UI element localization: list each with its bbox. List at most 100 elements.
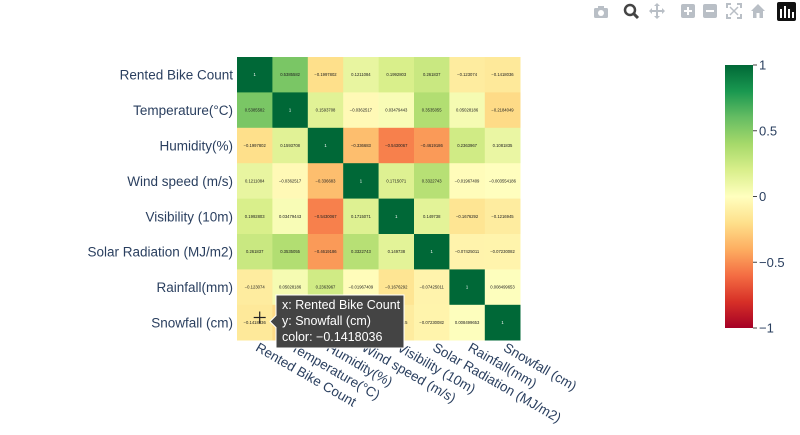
- heatmap-cell[interactable]: [484, 198, 521, 235]
- heatmap-cell[interactable]: [449, 234, 486, 270]
- heatmap-cell[interactable]: [272, 57, 309, 93]
- heatmap-cell[interactable]: [449, 198, 486, 235]
- heatmap-cell[interactable]: [237, 269, 273, 306]
- zoom-in-icon[interactable]: [681, 4, 695, 18]
- heatmap-cell[interactable]: [449, 269, 486, 306]
- heatmap-cell[interactable]: [237, 92, 273, 129]
- heatmap-cell[interactable]: [378, 57, 415, 93]
- cell-value-label: 0.3322743: [351, 249, 371, 254]
- cell-value-label: 0.05028186: [456, 108, 479, 113]
- heatmap-cell[interactable]: [272, 92, 309, 129]
- hover-tooltip-line: color: −0.1418036: [282, 330, 382, 344]
- heatmap-cell[interactable]: [414, 57, 450, 93]
- pan-icon[interactable]: [649, 3, 665, 19]
- y-tick-label: Wind speed (m/s): [127, 174, 233, 189]
- heatmap-cell[interactable]: [484, 127, 521, 164]
- autoscale-icon[interactable]: [726, 3, 742, 19]
- heatmap-cell[interactable]: [343, 92, 379, 129]
- heatmap-cell[interactable]: [272, 234, 309, 270]
- heatmap-cell[interactable]: [307, 163, 344, 199]
- heatmap-cell[interactable]: [414, 269, 450, 306]
- cell-value-label: −0.1418036: [244, 320, 267, 325]
- heatmap-cell[interactable]: [378, 92, 415, 129]
- cell-value-label: −0.0362517: [350, 108, 373, 113]
- heatmap-cell[interactable]: [414, 198, 450, 235]
- zoom-icon[interactable]: [623, 3, 640, 20]
- heatmap-cell[interactable]: [237, 304, 273, 341]
- cell-value-label: −0.1676292: [385, 285, 408, 290]
- zoom-out-icon[interactable]: [703, 4, 717, 18]
- cell-value-label: 1: [254, 72, 257, 77]
- heatmap-cell[interactable]: [378, 127, 415, 164]
- home-icon[interactable]: [751, 4, 765, 18]
- heatmap-cell[interactable]: [307, 198, 344, 235]
- heatmap-cell[interactable]: [307, 127, 344, 164]
- cell-value-label: 0.1211084: [245, 178, 265, 183]
- cell-value-label: −0.01967409: [349, 285, 374, 290]
- heatmap-cell[interactable]: [307, 57, 344, 93]
- cell-value-label: 0.1992803: [245, 214, 265, 219]
- heatmap-cell[interactable]: [449, 304, 486, 341]
- cell-value-label: −0.5430067: [385, 143, 408, 148]
- hover-tooltip-line: x: Rented Bike Count: [282, 298, 401, 312]
- heatmap-cell[interactable]: [343, 234, 379, 270]
- heatmap-cell[interactable]: [484, 163, 521, 199]
- colorbar-tick-label: 0.5: [759, 123, 777, 138]
- heatmap-cell[interactable]: [237, 57, 273, 93]
- heatmap-cell[interactable]: [343, 57, 379, 93]
- cell-value-label: 0.1715071: [386, 178, 406, 183]
- heatmap-cell[interactable]: [484, 269, 521, 306]
- heatmap-cell[interactable]: [414, 304, 450, 341]
- camera-icon[interactable]: [594, 6, 608, 18]
- cell-value-label: 0.2363967: [457, 143, 477, 148]
- cell-value-label: 1: [324, 143, 327, 148]
- colorbar-tick-label: −0.5: [759, 255, 785, 270]
- heatmap-cell[interactable]: [237, 234, 273, 270]
- heatmap-cell[interactable]: [449, 57, 486, 93]
- cell-value-label: −0.1676292: [456, 214, 479, 219]
- cell-value-label: −0.5430067: [314, 214, 337, 219]
- heatmap-cell[interactable]: [449, 127, 486, 164]
- heatmap-cell[interactable]: [307, 92, 344, 129]
- heatmap-cell[interactable]: [237, 163, 273, 199]
- cell-value-label: −0.01967409: [455, 178, 480, 183]
- cell-value-label: 0.1081835: [493, 143, 513, 148]
- heatmap-cell[interactable]: [449, 92, 486, 129]
- heatmap-cell[interactable]: [414, 92, 450, 129]
- y-tick-label: Rainfall(mm): [156, 280, 233, 295]
- colorbar: 1 0.5 0 −0.5 −1: [725, 58, 785, 336]
- y-axis-tick-labels: Rented Bike Count Temperature(°C) Humidity…: [87, 68, 233, 331]
- heatmap-cell[interactable]: [237, 127, 273, 164]
- heatmap-cell[interactable]: [484, 92, 521, 129]
- heatmap-cell[interactable]: [378, 198, 415, 235]
- heatmap-cell[interactable]: [378, 234, 415, 270]
- heatmap-cell[interactable]: [414, 163, 450, 199]
- heatmap-cell[interactable]: [272, 163, 309, 199]
- heatmap-cell[interactable]: [343, 127, 379, 164]
- heatmap-cell[interactable]: [272, 127, 309, 164]
- cell-value-label: 0.3535055: [422, 108, 442, 113]
- heatmap-cell[interactable]: [343, 198, 379, 235]
- y-tick-label: Humidity(%): [159, 139, 233, 154]
- modebar: [594, 2, 796, 21]
- heatmap-cell[interactable]: [414, 127, 450, 164]
- plotly-logo-icon[interactable]: [777, 2, 796, 21]
- heatmap-cell[interactable]: [414, 234, 450, 270]
- heatmap-cell[interactable]: [484, 57, 521, 93]
- heatmap-cell[interactable]: [272, 198, 309, 235]
- cell-value-label: 0.1593708: [280, 143, 300, 148]
- colorbar-tick-label: −1: [759, 321, 774, 336]
- heatmap-cell[interactable]: [449, 163, 486, 199]
- cell-value-label: 0.5385582: [245, 108, 265, 113]
- cell-value-label: 0.149738: [423, 214, 441, 219]
- heatmap-cell[interactable]: [237, 198, 273, 235]
- cell-value-label: 0.3322743: [422, 178, 442, 183]
- heatmap-cell[interactable]: [484, 304, 521, 341]
- heatmap-cell[interactable]: [343, 163, 379, 199]
- heatmap-cell[interactable]: [378, 163, 415, 199]
- heatmap-cells: 1 0.5385582 −0.1997802 0.1211084 0.1992803 0.…: [237, 57, 521, 341]
- heatmap-cell[interactable]: [307, 234, 344, 270]
- heatmap-cell[interactable]: [484, 234, 521, 270]
